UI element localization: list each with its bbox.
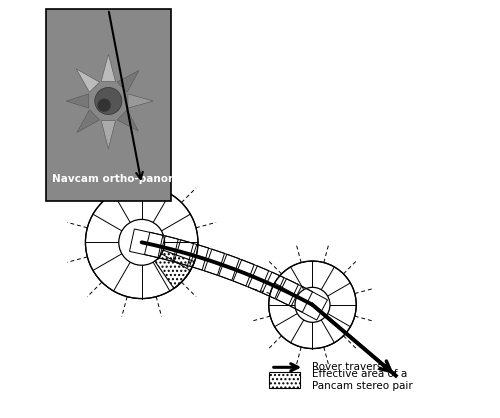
Ellipse shape: [95, 87, 122, 115]
Ellipse shape: [98, 99, 111, 112]
Bar: [268, 372, 300, 388]
Polygon shape: [76, 69, 100, 92]
Polygon shape: [117, 71, 139, 92]
Circle shape: [86, 186, 198, 298]
Text: Effective area of a
Pancam stereo pair: Effective area of a Pancam stereo pair: [312, 370, 413, 391]
Polygon shape: [77, 110, 100, 133]
Circle shape: [268, 261, 356, 349]
Text: Rover traverse: Rover traverse: [312, 362, 389, 372]
Circle shape: [295, 287, 330, 322]
Polygon shape: [101, 54, 116, 82]
Polygon shape: [128, 94, 153, 108]
Bar: [46, 9, 171, 201]
Wedge shape: [155, 250, 194, 288]
Circle shape: [119, 219, 164, 265]
Polygon shape: [66, 94, 89, 108]
Polygon shape: [101, 120, 116, 148]
Text: Navcam ortho-panorama: Navcam ortho-panorama: [52, 174, 199, 184]
Polygon shape: [117, 110, 138, 131]
